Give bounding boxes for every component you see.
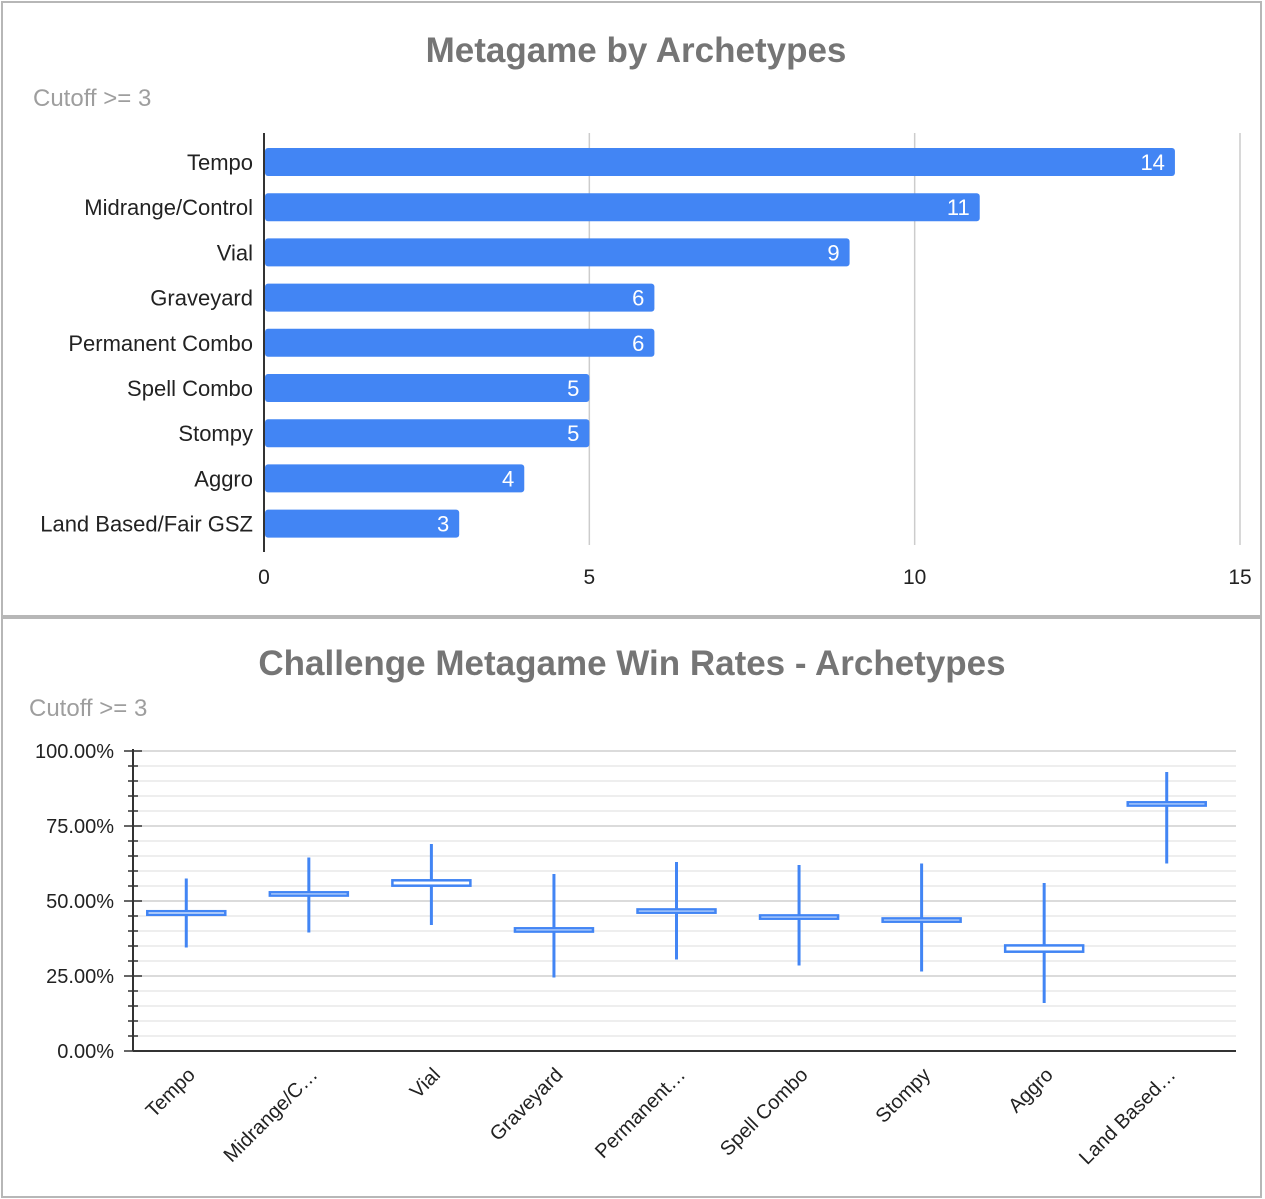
wr-candle-body	[758, 914, 840, 920]
wr-candle-body	[146, 909, 227, 917]
bar-category-label: Tempo	[187, 150, 253, 175]
wr-category-label: Spell Combo	[716, 1064, 813, 1161]
bar-category-label: Stompy	[178, 421, 253, 446]
candlestick-chart-panel	[1, 617, 1262, 1198]
bar-data-label: 3	[437, 512, 449, 537]
bar-data-label: 14	[1140, 150, 1164, 175]
wr-category-label: Tempo	[142, 1064, 200, 1122]
bar-data-label: 9	[827, 240, 839, 265]
bar	[265, 238, 850, 267]
wr-category-label: Aggro	[1004, 1064, 1057, 1117]
wr-candle-body	[636, 908, 717, 914]
wr-category-label: Land Based…	[1075, 1064, 1180, 1169]
winrate-chart-subtitle: Cutoff >= 3	[29, 695, 147, 722]
wr-candle-body	[1126, 801, 1207, 807]
bar-chart-title: Metagame by Archetypes	[426, 31, 847, 70]
bar-x-tick-label: 0	[258, 566, 270, 589]
bar-chart-subtitle: Cutoff >= 3	[33, 85, 151, 112]
wr-category-label: Stompy	[872, 1064, 936, 1128]
wr-category-label: Permanent…	[591, 1064, 690, 1163]
bar	[265, 148, 1175, 176]
bar-category-label: Aggro	[194, 466, 253, 491]
wr-candle-body	[1003, 944, 1085, 953]
bar-chart-gridlines: 0 5 10 15	[258, 133, 1252, 589]
bar-x-tick-label: 10	[903, 566, 926, 589]
bar	[265, 283, 655, 312]
bar-data-label: 6	[632, 286, 644, 311]
bar-category-label: Land Based/Fair GSZ	[40, 512, 253, 537]
bar-category-label: Graveyard	[150, 286, 253, 311]
winrate-chart-title: Challenge Metagame Win Rates - Archetype…	[258, 644, 1005, 683]
wr-category-label: Vial	[406, 1064, 445, 1103]
wr-candle-body	[881, 917, 962, 923]
wr-y-tick-label: 100.00%	[35, 741, 114, 763]
bar-data-label: 11	[947, 195, 970, 220]
bar-data-label: 5	[567, 376, 579, 401]
wr-y-tick-label: 25.00%	[46, 966, 114, 988]
bar	[265, 193, 980, 222]
wr-candle-body	[391, 879, 472, 887]
bar-x-tick-label: 5	[583, 566, 595, 589]
wr-candle-body	[268, 891, 350, 897]
bar-category-label: Permanent Combo	[68, 331, 253, 356]
bar	[265, 509, 460, 538]
bar	[265, 328, 655, 357]
bar-category-label: Vial	[217, 240, 253, 265]
wr-y-tick-label: 50.00%	[46, 891, 114, 913]
bar-x-tick-label: 15	[1228, 566, 1251, 589]
bar	[265, 374, 590, 402]
wr-y-tick-label: 0.00%	[57, 1041, 114, 1063]
wr-category-label: Graveyard	[486, 1064, 568, 1146]
bar-data-label: 6	[632, 331, 644, 356]
bar-data-label: 5	[567, 421, 579, 446]
bar	[265, 419, 590, 448]
winrate-chart-candles: Tempo Midrange/C… Vial Graveyard Permanent… S…	[142, 772, 1207, 1169]
bar-category-label: Midrange/Control	[84, 195, 253, 220]
winrate-chart-gridlines: 0.00% 25.00% 50.00% 75.00% 100.00%	[35, 741, 1236, 1063]
wr-category-label: Midrange/C…	[220, 1064, 323, 1167]
wr-candle-body	[513, 927, 595, 933]
wr-y-tick-label: 75.00%	[46, 816, 114, 838]
bar-data-label: 4	[502, 466, 514, 491]
bar-chart-bars: 14 Tempo 11 Midrange/Control 9 Vial 6 Graveyard…	[40, 148, 1175, 538]
bar-category-label: Spell Combo	[127, 376, 253, 401]
bar	[265, 464, 525, 493]
